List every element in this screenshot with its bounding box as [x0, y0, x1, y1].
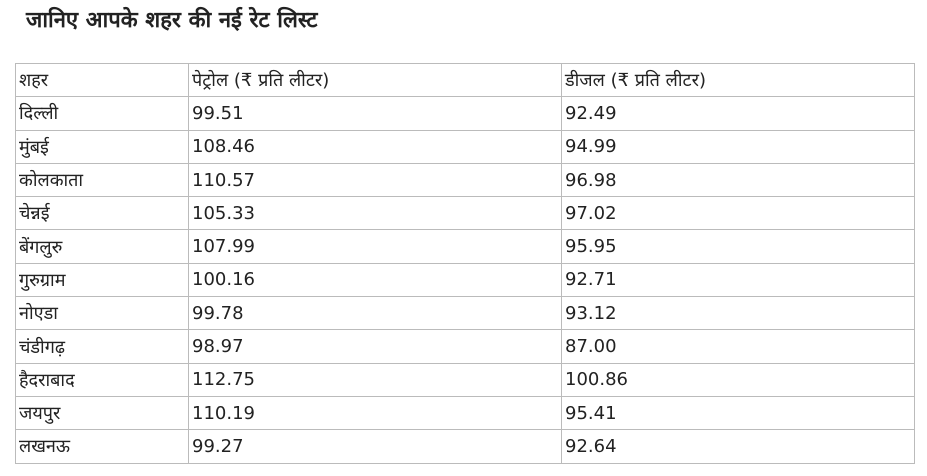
- city-cell: लखनऊ: [15, 429, 189, 464]
- price-cell: 92.64: [561, 429, 915, 464]
- table-row: जयपुर 110.19 95.41: [15, 395, 915, 431]
- city-cell: बेंगलुरु: [15, 229, 189, 264]
- price-cell: 97.02: [561, 196, 915, 231]
- city-cell: चेन्नई: [15, 196, 189, 231]
- city-cell: जयपुर: [15, 395, 189, 431]
- table-row: कोलकाता 110.57 96.98: [15, 162, 915, 198]
- city-cell: हैदराबाद: [15, 362, 189, 397]
- price-cell: 99.78: [188, 296, 562, 331]
- price-cell: 96.98: [561, 162, 915, 198]
- price-cell: 100.86: [561, 362, 915, 397]
- page-title: जानिए आपके शहर की नई रेट लिस्ट: [26, 8, 318, 33]
- table-row: चंडीगढ़ 98.97 87.00: [15, 329, 915, 364]
- price-cell: 87.00: [561, 329, 915, 364]
- price-cell: 98.97: [188, 329, 562, 364]
- city-cell: नोएडा: [15, 296, 189, 331]
- table-row: नोएडा 99.78 93.12: [15, 296, 915, 331]
- price-cell: 110.57: [188, 162, 562, 198]
- price-cell: 95.95: [561, 229, 915, 264]
- table-row: गुरुग्राम 100.16 92.71: [15, 262, 915, 298]
- city-cell: दिल्ली: [15, 96, 189, 131]
- price-cell: 95.41: [561, 395, 915, 431]
- table-row: दिल्ली 99.51 92.49: [15, 96, 915, 131]
- table-row: हैदराबाद 112.75 100.86: [15, 362, 915, 397]
- price-cell: 92.49: [561, 96, 915, 131]
- price-cell: 100.16: [188, 262, 562, 298]
- price-cell: 94.99: [561, 129, 915, 164]
- price-cell: 92.71: [561, 262, 915, 298]
- table-row: लखनऊ 99.27 92.64: [15, 429, 915, 464]
- price-cell: 99.51: [188, 96, 562, 131]
- price-cell: 107.99: [188, 229, 562, 264]
- price-cell: 112.75: [188, 362, 562, 397]
- column-header: शहर: [15, 62, 189, 98]
- column-header: डीजल (₹ प्रति लीटर): [561, 62, 915, 98]
- table-body: शहर पेट्रोल (₹ प्रति लीटर) डीजल (₹ प्रति ल…: [15, 62, 915, 464]
- price-cell: 99.27: [188, 429, 562, 464]
- rate-table: शहर पेट्रोल (₹ प्रति लीटर) डीजल (₹ प्रति ल…: [15, 62, 915, 464]
- table-row: चेन्नई 105.33 97.02: [15, 196, 915, 231]
- price-cell: 108.46: [188, 129, 562, 164]
- city-cell: चंडीगढ़: [15, 329, 189, 364]
- header-row: शहर पेट्रोल (₹ प्रति लीटर) डीजल (₹ प्रति ल…: [15, 62, 915, 98]
- price-cell: 93.12: [561, 296, 915, 331]
- city-cell: मुंबई: [15, 129, 189, 164]
- table-row: मुंबई 108.46 94.99: [15, 129, 915, 164]
- city-cell: गुरुग्राम: [15, 262, 189, 298]
- price-cell: 105.33: [188, 196, 562, 231]
- table-row: बेंगलुरु 107.99 95.95: [15, 229, 915, 264]
- price-cell: 110.19: [188, 395, 562, 431]
- city-cell: कोलकाता: [15, 162, 189, 198]
- column-header: पेट्रोल (₹ प्रति लीटर): [188, 62, 562, 98]
